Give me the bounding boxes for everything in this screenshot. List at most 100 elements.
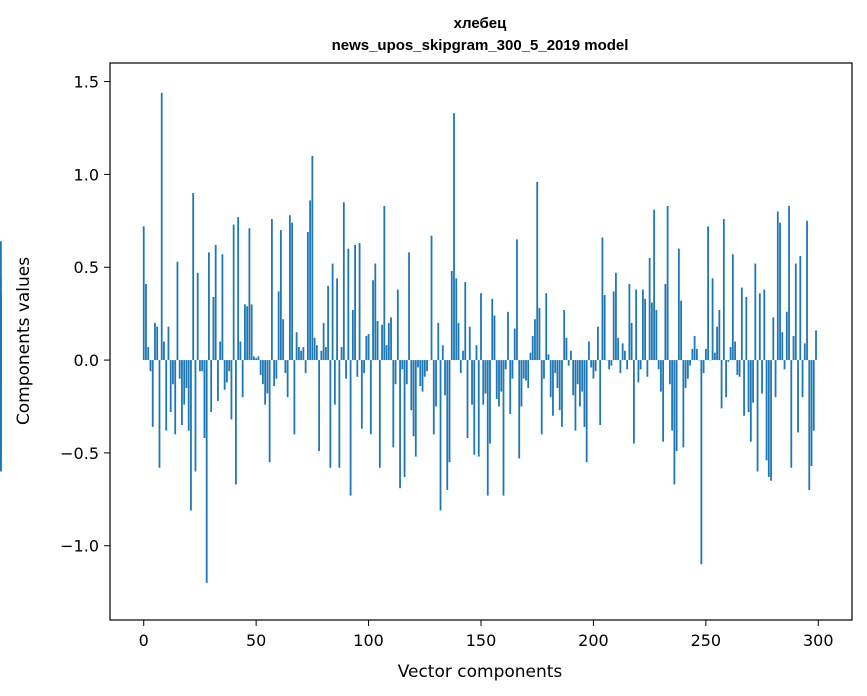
bar: [792, 335, 795, 361]
bar: [279, 230, 282, 361]
bar: [232, 224, 235, 361]
bar: [799, 256, 802, 361]
bar: [785, 311, 788, 361]
bar: [230, 360, 233, 420]
bar: [286, 360, 289, 398]
bar: [531, 335, 534, 361]
bar: [767, 360, 770, 478]
bar: [340, 347, 343, 361]
bar: [540, 360, 543, 435]
bar: [145, 283, 147, 361]
bar: [756, 360, 759, 472]
bar: [711, 278, 714, 361]
x-tick-label: 50: [246, 631, 266, 650]
bar: [507, 311, 509, 361]
bar: [259, 360, 262, 375]
bar: [516, 239, 518, 361]
bar: [538, 308, 541, 361]
bar: [405, 360, 408, 385]
bar: [624, 350, 626, 361]
bar: [293, 360, 296, 435]
bar: [570, 350, 572, 361]
bar: [473, 360, 476, 455]
bar: [381, 324, 383, 361]
bar: [288, 215, 291, 361]
bar: [149, 360, 152, 372]
bar: [457, 322, 460, 361]
bar: [226, 360, 228, 383]
bar: [549, 360, 552, 398]
bar: [435, 360, 437, 407]
bar: [437, 322, 440, 361]
bar: [282, 319, 285, 361]
bar: [693, 335, 696, 361]
bar: [779, 222, 781, 361]
bar: [450, 270, 453, 361]
bar: [677, 248, 680, 361]
bar: [682, 360, 685, 448]
bar: [673, 360, 676, 485]
bar: [430, 235, 433, 361]
bar: [455, 278, 458, 361]
bar: [695, 348, 698, 361]
bar: [536, 181, 539, 361]
bar: [655, 309, 658, 361]
bar: [376, 321, 379, 361]
y-axis-ticks: −1.0 −0.5 0.0 0.5 1.0 1.5: [60, 73, 110, 556]
bar: [471, 360, 473, 405]
bar: [668, 360, 671, 385]
bar: [403, 360, 406, 478]
bar: [511, 360, 514, 379]
bar: [576, 360, 579, 385]
bar: [601, 237, 604, 361]
bar: [160, 92, 163, 361]
bar: [221, 254, 224, 361]
x-tick-label: 250: [691, 631, 722, 650]
bar: [342, 202, 345, 361]
bar: [387, 322, 390, 361]
x-tick-label: 100: [353, 631, 384, 650]
bar: [228, 360, 231, 372]
bar: [659, 360, 662, 392]
bar: [774, 360, 777, 398]
bar: [594, 360, 597, 372]
bar: [196, 272, 199, 361]
bar: [208, 252, 210, 361]
bar: [644, 298, 647, 361]
bar: [174, 360, 177, 435]
bar: [610, 360, 613, 366]
bar: [262, 360, 264, 385]
bar: [0, 360, 2, 388]
bar: [187, 360, 190, 431]
bar: [590, 360, 593, 368]
bar: [718, 309, 721, 361]
bar: [172, 360, 174, 385]
bar: [585, 360, 588, 463]
bar: [639, 360, 642, 370]
bar: [178, 360, 181, 379]
bar: [327, 285, 329, 361]
bar: [482, 360, 485, 405]
bar: [592, 360, 595, 379]
bar: [475, 345, 478, 361]
bar: [803, 343, 806, 361]
bar: [374, 263, 377, 361]
bar: [239, 341, 242, 361]
bar: [154, 322, 156, 361]
bar: [0, 295, 2, 361]
bar: [731, 254, 734, 361]
bar: [770, 360, 772, 481]
bar: [713, 352, 716, 361]
y-tick-label: 1.0: [74, 165, 99, 184]
bar: [556, 360, 559, 388]
bar: [0, 360, 2, 472]
bar: [163, 341, 165, 361]
bar: [212, 296, 215, 361]
bar: [185, 360, 188, 388]
bar: [432, 360, 435, 435]
bar: [650, 302, 653, 361]
bar: [417, 360, 419, 368]
bar: [313, 337, 316, 361]
bar: [338, 360, 341, 468]
bar: [237, 217, 240, 361]
